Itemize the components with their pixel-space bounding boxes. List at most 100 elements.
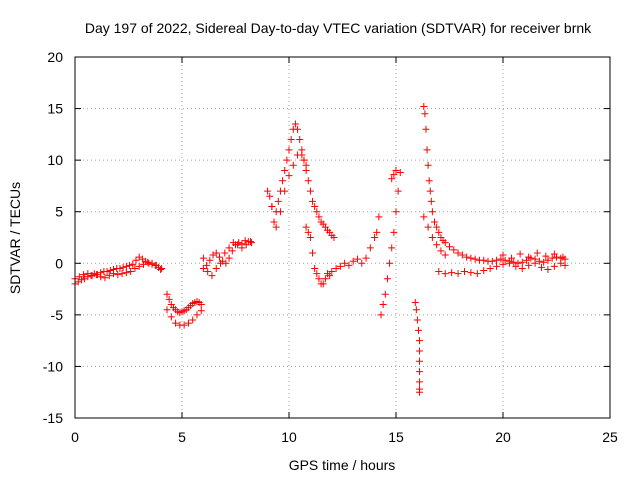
data-point <box>139 260 147 268</box>
data-point <box>531 259 539 267</box>
data-point <box>518 258 526 266</box>
data-point <box>433 223 441 231</box>
data-point <box>533 249 541 257</box>
data-point <box>296 136 304 144</box>
data-point <box>193 311 201 319</box>
x-tick-label: 5 <box>178 429 186 445</box>
data-point <box>497 255 505 263</box>
data-point <box>512 262 520 270</box>
data-point <box>203 261 211 269</box>
data-point <box>101 274 109 282</box>
data-point <box>424 223 432 231</box>
data-point <box>131 264 139 272</box>
y-tick-label: -5 <box>51 307 64 323</box>
data-point <box>433 241 441 249</box>
data-point <box>428 234 436 241</box>
data-point <box>450 246 458 254</box>
data-point <box>321 275 329 283</box>
data-point <box>544 265 552 273</box>
data-point <box>309 197 317 205</box>
grid <box>75 57 610 418</box>
data-point <box>390 171 398 179</box>
data-point <box>499 260 507 268</box>
data-point <box>379 301 387 309</box>
data-point <box>480 267 488 275</box>
data-point <box>157 265 165 273</box>
data-point <box>199 254 207 262</box>
data-point <box>480 256 488 264</box>
data-point <box>349 257 357 265</box>
data-point <box>413 316 421 324</box>
data-point <box>392 208 400 216</box>
data-point <box>287 136 295 144</box>
data-point <box>411 298 419 306</box>
data-point <box>467 269 475 277</box>
data-point <box>313 270 321 278</box>
x-tick-label: 20 <box>495 429 511 445</box>
data-point <box>416 347 424 355</box>
data-point <box>106 267 114 275</box>
data-point <box>228 247 236 255</box>
data-point <box>304 177 312 185</box>
data-point <box>427 197 435 205</box>
data-point <box>435 268 443 276</box>
data-point <box>425 177 433 185</box>
data-point <box>126 261 134 269</box>
x-tick-label: 15 <box>388 429 404 445</box>
data-point <box>298 151 306 159</box>
data-point <box>88 272 96 280</box>
data-point <box>215 253 223 261</box>
data-point <box>283 156 291 164</box>
data-point <box>383 275 391 283</box>
data-point <box>221 249 229 257</box>
data-point <box>311 264 319 272</box>
data-point <box>315 213 323 221</box>
data-point <box>122 262 130 270</box>
data-point <box>416 378 424 386</box>
data-point <box>358 259 366 267</box>
data-point <box>550 250 558 258</box>
data-point <box>428 208 436 216</box>
data-point <box>246 238 254 246</box>
data-point <box>345 261 353 269</box>
data-point <box>341 259 349 267</box>
data-point <box>499 251 507 259</box>
data-point <box>426 187 434 195</box>
data-point <box>423 146 431 154</box>
data-point <box>135 262 143 270</box>
data-point <box>493 262 501 270</box>
data-point <box>152 261 160 269</box>
data-point <box>525 253 533 261</box>
data-point <box>510 258 518 266</box>
data-point <box>313 208 321 216</box>
data-point <box>268 203 276 211</box>
data-point <box>420 103 428 111</box>
data-point <box>199 264 207 272</box>
data-point <box>371 234 379 241</box>
data-point <box>392 166 400 174</box>
data-point <box>394 187 402 195</box>
data-point <box>508 254 516 262</box>
data-point <box>550 262 558 270</box>
data-point <box>330 234 338 241</box>
y-tick-label: 20 <box>47 49 63 65</box>
x-tick-label: 10 <box>281 429 297 445</box>
data-point <box>416 368 424 376</box>
data-point <box>172 319 180 327</box>
data-point <box>119 263 127 271</box>
data-point <box>441 270 449 278</box>
data-point <box>540 258 548 266</box>
data-point <box>204 268 212 276</box>
data-point <box>225 254 233 262</box>
data-point <box>448 269 456 277</box>
data-point <box>306 187 314 195</box>
data-point <box>458 251 466 259</box>
data-point <box>388 244 396 252</box>
data-point <box>486 264 494 272</box>
data-point <box>488 257 496 265</box>
data-point <box>302 161 310 169</box>
data-point <box>561 261 569 269</box>
data-point <box>559 253 567 261</box>
data-point <box>424 161 432 169</box>
